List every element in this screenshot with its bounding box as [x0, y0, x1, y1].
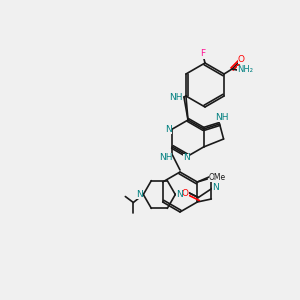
Text: N: N [176, 190, 183, 199]
Text: NH: NH [159, 152, 172, 161]
Text: NH: NH [215, 112, 228, 122]
Text: O: O [182, 189, 189, 198]
Text: N: N [136, 190, 143, 199]
Text: F: F [200, 50, 206, 58]
Text: O: O [238, 55, 244, 64]
Text: OMe: OMe [209, 172, 226, 182]
Text: N: N [212, 183, 219, 192]
Text: N: N [183, 154, 189, 163]
Text: NH₂: NH₂ [237, 65, 253, 74]
Text: NH: NH [169, 94, 183, 103]
Text: N: N [165, 124, 172, 134]
